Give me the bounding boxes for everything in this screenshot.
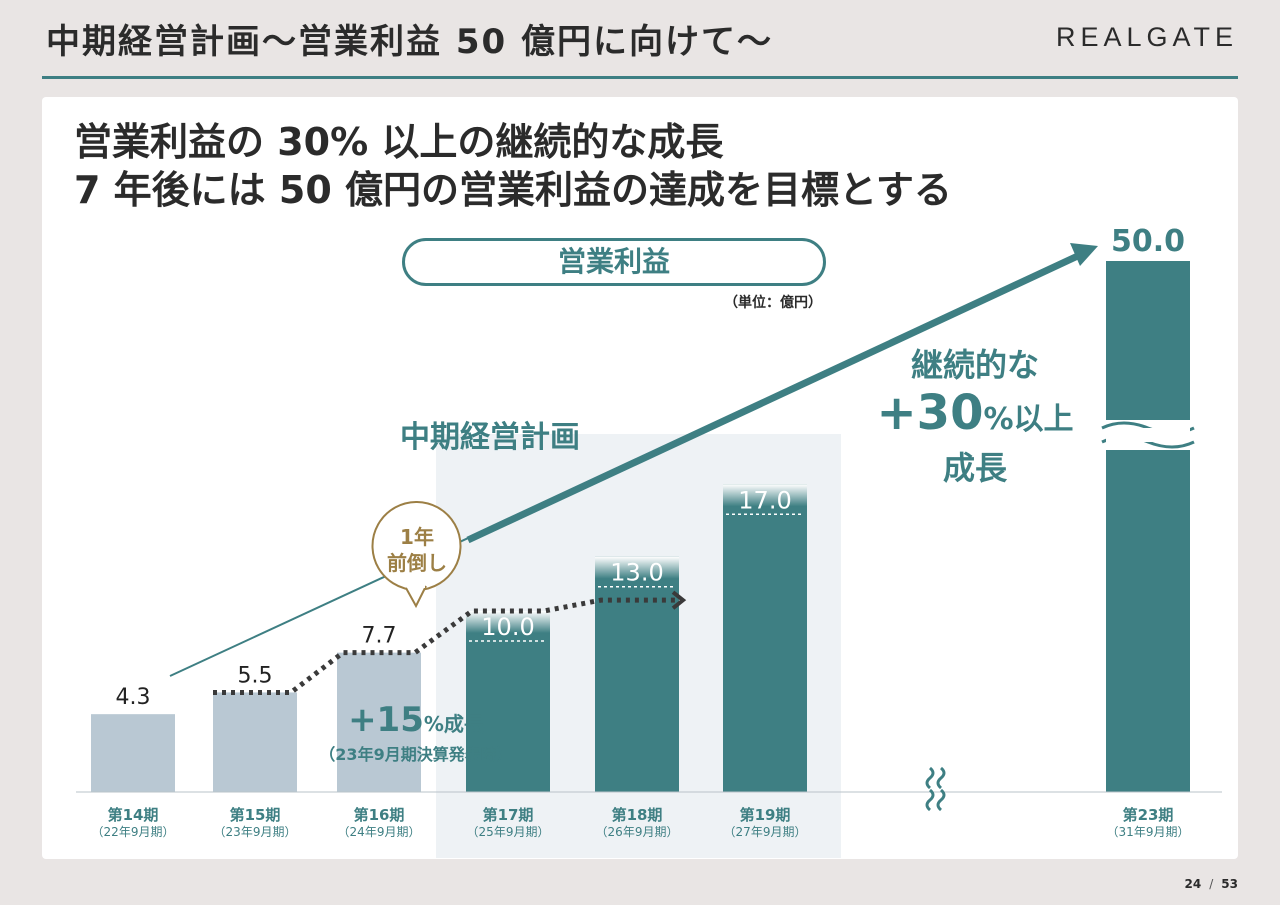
category-第16期: 第16期 （24年9月期） [319, 806, 439, 840]
bar-fade-第18期 [595, 556, 679, 579]
company-logo: REALGATE [1055, 22, 1238, 52]
bar-第14期 [91, 714, 175, 792]
page-current: 24 [1184, 877, 1202, 891]
headline-line-2: 7 年後には 50 億円の営業利益の達成を目標とする [74, 168, 952, 212]
category-sub-label: （22年9月期） [91, 825, 175, 839]
growth-30-line-1: 継続的な [910, 346, 1039, 384]
bar-第23期 [1106, 261, 1190, 792]
category-sub-label: （26年9月期） [595, 825, 679, 839]
bar-fade-第19期 [723, 484, 807, 507]
category-main-label: 第23期 [1122, 806, 1174, 824]
mid-term-plan-label: 中期経営計画 [400, 420, 580, 455]
value-label-第19期: 17.0 [738, 486, 791, 514]
category-main-label: 第16期 [353, 806, 405, 824]
value-label-第23期: 50.0 [1111, 224, 1185, 259]
headline-line-1: 営業利益の 30% 以上の継続的な成長 [74, 120, 724, 164]
chart-title-pill: 営業利益 [402, 238, 826, 286]
slide-title: 中期経営計画〜営業利益 50 億円に向けて〜 [46, 22, 773, 62]
category-sub-label: （27年9月期） [723, 825, 807, 839]
category-sub-label: （25年9月期） [466, 825, 550, 839]
category-sub-label: （23年9月期） [213, 825, 297, 839]
growth-arrowhead [1070, 243, 1098, 266]
bars-layer [91, 261, 1195, 792]
growth-30-line-2: +30%以上 [855, 385, 1095, 448]
category-第14期: 第14期 （22年9月期） [73, 806, 193, 840]
category-第18期: 第18期 （26年9月期） [577, 806, 697, 840]
growth-15-plus: +15 [348, 700, 424, 740]
category-第23期: 第23期 （31年9月期） [1088, 806, 1208, 840]
bubble-line-1: 1年 [400, 525, 434, 549]
bar-第16期 [337, 652, 421, 792]
category-main-label: 第18期 [611, 806, 663, 824]
growth-30-callout: 継続的な +30%以上 成長 [855, 345, 1095, 488]
category-sub-label: （31年9月期） [1106, 825, 1190, 839]
bar-第19期 [723, 484, 807, 792]
value-label-第15期: 5.5 [238, 663, 273, 688]
labels-layer: 4.3 5.5 7.7 10.0 13.0 17.0 50.0 [116, 224, 1186, 710]
category-第17期: 第17期 （25年9月期） [448, 806, 568, 840]
category-main-label: 第14期 [107, 806, 159, 824]
headline: 営業利益の 30% 以上の継続的な成長 7 年後には 50 億円の営業利益の達成… [74, 118, 952, 214]
value-label-第17期: 10.0 [481, 613, 534, 641]
bubble-line-2: 前倒し [387, 551, 447, 575]
bar-第18期 [595, 556, 679, 792]
category-第15期: 第15期 （23年9月期） [195, 806, 315, 840]
growth-30-plus: +30 [876, 385, 984, 441]
category-sub-label: （24年9月期） [337, 825, 421, 839]
growth-15-callout: +15%成長 （23年9月期決算発表時） [296, 700, 536, 766]
page-total: 53 [1221, 877, 1238, 891]
bar-break-fill [1106, 428, 1190, 442]
growth-15-note: （23年9月期決算発表時） [319, 745, 513, 764]
page-separator: / [1209, 877, 1214, 891]
category-main-label: 第15期 [229, 806, 281, 824]
category-第19期: 第19期 （27年9月期） [705, 806, 825, 840]
growth-15-line-1: +15%成長 [296, 700, 536, 744]
axis-break-marker [925, 766, 946, 812]
growth-15-pct: %成長 [423, 712, 484, 736]
value-label-第16期: 7.7 [362, 624, 397, 649]
trend-layer [169, 243, 1098, 695]
speech-bubble [371, 501, 462, 609]
unit-label: （単位：億円） [724, 295, 822, 311]
category-main-label: 第19期 [739, 806, 791, 824]
bar-fade-第17期 [466, 611, 550, 633]
previous-plan-line [213, 597, 679, 695]
category-main-label: 第17期 [482, 806, 534, 824]
value-label-第14期: 4.3 [116, 685, 151, 710]
bar-第15期 [213, 692, 297, 792]
growth-30-line-3: 成長 [942, 449, 1007, 487]
ahead-of-schedule-text: 1年 前倒し [372, 524, 462, 576]
growth-trend-arrow [466, 250, 1084, 544]
previous-plan-arrowhead [671, 590, 687, 610]
title-divider [42, 76, 1238, 79]
value-label-第18期: 13.0 [610, 559, 663, 587]
page-number: 24 / 53 [1185, 877, 1238, 891]
growth-30-pct: %以上 [983, 402, 1074, 437]
